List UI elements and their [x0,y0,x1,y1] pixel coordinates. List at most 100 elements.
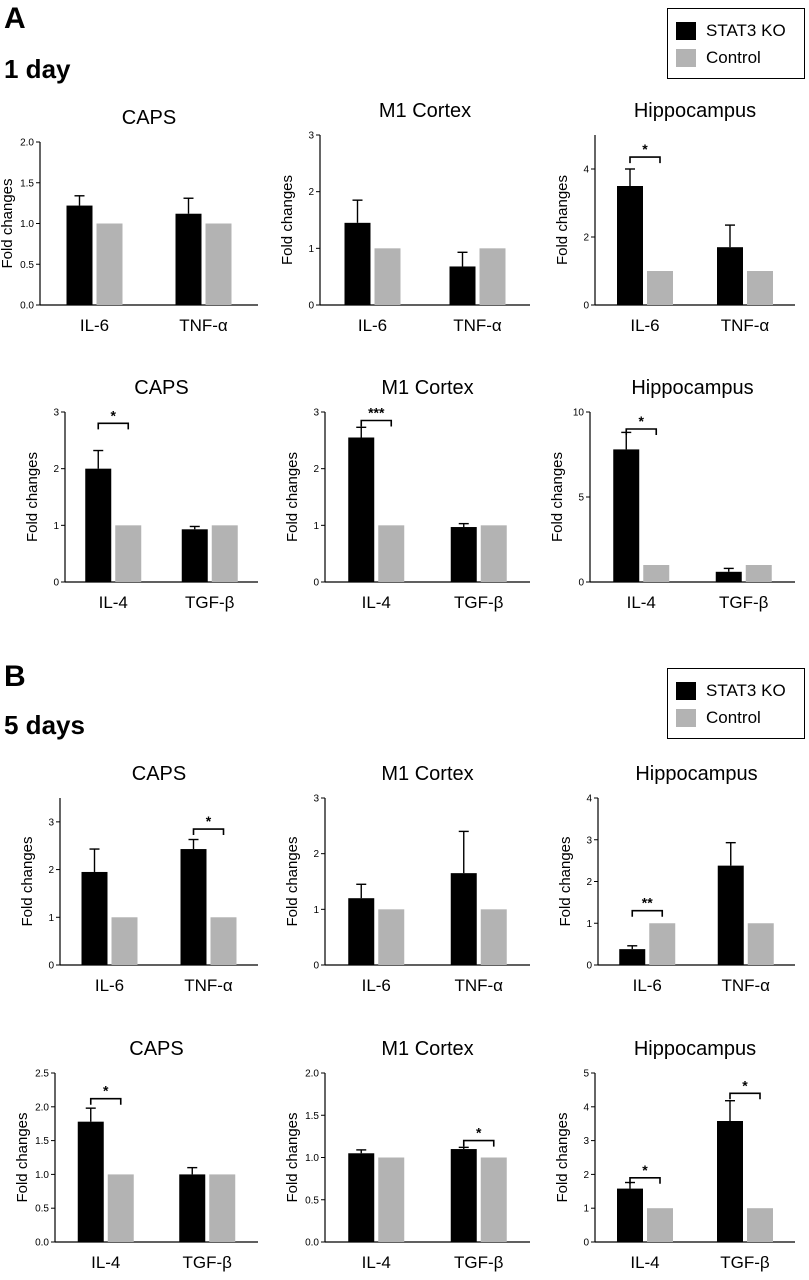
y-tick-label: 2 [583,1170,589,1181]
panel-b-letter: B [4,660,26,693]
significance-bracket [729,1092,761,1100]
significance-marker: * [639,413,645,429]
y-tick-label: 0.0 [35,1238,49,1249]
legend-item-stat3ko: STAT3 KO [676,20,786,42]
y-tick-label: 1.5 [305,1111,319,1122]
y-tick-label: 0.0 [305,1238,319,1249]
panel-a-legend: STAT3 KO Control [667,8,805,79]
legend-item-control: Control [676,707,761,729]
y-tick-label: 3 [308,131,314,142]
y-axis-label: Fold changes [554,175,571,265]
chart-a-caps-il4-tgfb: CAPS Fold changes 0 1 2 3 IL-4 TGF-β * [24,377,258,612]
bar-stat3ko [81,871,108,965]
bar-control [378,525,405,582]
x-tick-label: TNF-α [453,316,502,335]
y-tick-label: 3 [583,1136,589,1147]
chart-title: CAPS [129,1038,183,1060]
bar-stat3ko [717,1120,743,1242]
bar-control [378,1157,405,1242]
bar-stat3ko [617,1188,643,1242]
y-tick-label: 4 [583,1102,589,1113]
x-tick-label: TNF-α [454,976,503,995]
bar-stat3ko [613,449,640,582]
bar-control [205,223,232,305]
bar-control [647,271,673,305]
significance-marker: * [742,1077,748,1093]
x-tick-label: TNF-α [184,976,233,995]
y-tick-label: 2 [583,233,589,244]
y-tick-label: 0 [586,961,592,972]
y-tick-label: 3 [313,794,319,805]
chart-title: CAPS [134,377,188,399]
x-tick-label: IL-6 [80,316,109,335]
chart-b-hippo-il6-tnfa: Hippocampus Fold changes 0 1 2 3 4 IL-6 TNF-α ** [557,763,795,995]
bar-control [378,909,405,965]
chart-title: Hippocampus [634,100,756,122]
bar-stat3ko [449,266,476,305]
chart-title: M1 Cortex [381,377,473,399]
x-tick-label: TGF-β [183,1253,233,1272]
x-tick-label: TNF-α [721,316,770,335]
bar-control [480,525,507,582]
y-tick-label: 0 [583,1238,589,1249]
x-tick-label: IL-4 [362,593,391,612]
bar-control [747,1208,773,1242]
legend-swatch-control [676,49,696,67]
bar-control [479,248,506,305]
panel-a-timepoint: 1 day [4,54,71,84]
bar-control [649,923,676,965]
legend-swatch-stat3ko [676,682,696,700]
significance-marker: * [642,141,648,157]
y-tick-label: 0.5 [305,1195,319,1206]
significance-bracket [192,828,225,836]
bar-control [111,917,138,965]
y-tick-label: 0 [53,578,59,589]
significance-marker: ** [642,895,653,911]
significance-bracket [360,419,393,427]
significance-marker: * [103,1083,109,1099]
x-tick-label: TNF-α [721,976,770,995]
x-tick-label: IL-6 [630,316,659,335]
y-tick-label: 1 [53,521,59,532]
x-tick-label: IL-6 [358,316,387,335]
legend-label: Control [706,708,761,727]
y-axis-label: Fold changes [279,175,296,265]
y-axis-label: Fold changes [554,1112,571,1202]
bar-stat3ko [619,949,646,965]
significance-marker: *** [368,405,385,421]
bar-stat3ko [348,437,375,582]
y-tick-label: 1 [308,244,314,255]
significance-bracket [631,909,664,917]
bar-stat3ko [450,873,477,965]
x-tick-label: TGF-β [454,1253,504,1272]
bar-control [107,1174,134,1242]
legend-swatch-control [676,709,696,727]
significance-bracket [89,1097,122,1105]
y-tick-label: 2 [586,877,592,888]
y-tick-label: 0 [48,961,54,972]
bar-control [210,917,237,965]
y-axis-label: Fold changes [284,1112,301,1202]
bar-stat3ko [450,1149,477,1242]
bar-stat3ko [175,213,202,305]
bar-control [643,565,670,582]
chart-b-hippo-il4-tgfb: Hippocampus Fold changes 0 1 2 3 4 5 IL-4 TGF-β * * [554,1038,795,1272]
y-tick-label: 1.0 [20,219,34,230]
x-tick-label: TGF-β [454,593,504,612]
bar-stat3ko [344,222,371,305]
y-axis-label: Fold changes [284,452,301,542]
chart-a-hippo-il6-tnfa: Hippocampus Fold changes 0 2 4 IL-6 TNF-α * [554,100,795,335]
chart-b-m1-il6-tnfa: M1 Cortex Fold changes 0 1 2 3 IL-6 TNF-α [284,763,530,995]
significance-marker: * [206,813,212,829]
bar-stat3ko [348,1153,375,1242]
y-tick-label: 2 [48,865,54,876]
y-tick-label: 1 [586,919,592,930]
y-tick-label: 1.0 [305,1153,319,1164]
chart-b-caps-il4-tgfb: CAPS Fold changes 0.0 0.5 1.0 1.5 2.0 2.5 IL-4 TG… [14,1038,258,1272]
significance-bracket [629,156,661,164]
x-tick-label: TGF-β [720,1253,770,1272]
y-tick-label: 3 [48,817,54,828]
x-tick-label: IL-6 [95,976,124,995]
legend-item-stat3ko: STAT3 KO [676,680,786,702]
chart-title: M1 Cortex [379,100,471,122]
